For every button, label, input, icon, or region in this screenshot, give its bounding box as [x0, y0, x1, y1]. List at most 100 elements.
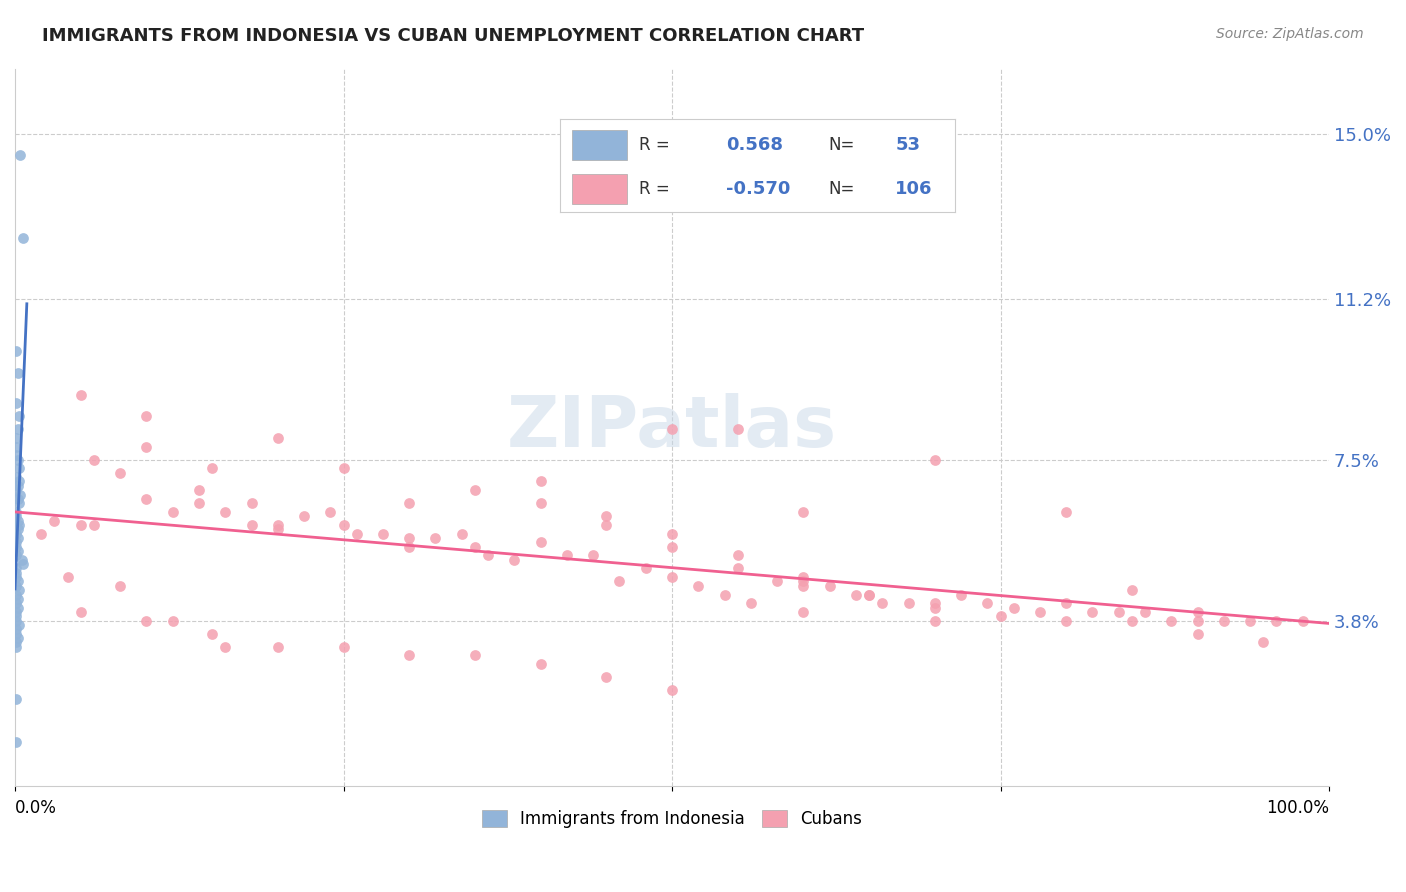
Point: [425, 531, 447, 545]
Point: [371, 526, 394, 541]
Point: [555, 549, 578, 563]
Point: [162, 505, 184, 519]
Point: [792, 505, 814, 519]
Point: [503, 553, 526, 567]
Point: [661, 540, 683, 554]
Point: [6, 431, 28, 445]
Point: [346, 526, 368, 541]
Point: [6, 609, 28, 624]
Point: [6, 635, 28, 649]
Point: [740, 596, 762, 610]
Point: [267, 518, 290, 533]
Point: [7, 531, 30, 545]
Point: [792, 605, 814, 619]
Point: [8, 487, 31, 501]
Point: [1265, 614, 1288, 628]
Point: [6, 540, 28, 554]
Point: [83, 518, 105, 533]
Point: [44, 514, 66, 528]
Point: [69, 518, 91, 533]
Point: [7, 409, 30, 424]
Point: [6, 596, 28, 610]
Point: [6, 640, 28, 654]
Point: [6, 505, 28, 519]
Point: [1054, 614, 1077, 628]
Point: [7, 631, 30, 645]
Point: [6, 483, 28, 498]
Point: [7, 475, 30, 489]
Point: [267, 522, 290, 536]
Point: [1108, 605, 1130, 619]
Point: [7, 452, 30, 467]
Point: [870, 596, 893, 610]
Point: [267, 640, 290, 654]
Point: [1081, 605, 1104, 619]
Point: [1239, 614, 1261, 628]
Point: [135, 614, 157, 628]
Text: 100.0%: 100.0%: [1265, 798, 1329, 817]
Point: [1121, 583, 1143, 598]
Point: [69, 387, 91, 401]
Point: [6, 570, 28, 584]
Point: [6, 549, 28, 563]
Point: [8, 148, 31, 162]
Point: [214, 505, 236, 519]
Point: [398, 648, 420, 663]
Point: [1253, 635, 1275, 649]
Point: [818, 579, 841, 593]
Point: [6, 396, 28, 410]
Point: [6, 605, 28, 619]
Point: [7, 574, 30, 589]
Point: [609, 574, 631, 589]
Point: [108, 579, 131, 593]
Point: [6, 735, 28, 749]
Text: ZIPatlas: ZIPatlas: [508, 392, 837, 462]
Point: [7, 544, 30, 558]
Point: [688, 579, 710, 593]
Point: [582, 549, 605, 563]
Point: [766, 574, 789, 589]
Point: [319, 505, 342, 519]
Point: [1029, 605, 1052, 619]
Point: [529, 535, 551, 549]
Point: [477, 549, 499, 563]
Point: [450, 526, 472, 541]
Point: [792, 579, 814, 593]
Point: [11, 557, 34, 571]
Point: [464, 483, 486, 498]
Point: [135, 491, 157, 506]
Point: [83, 452, 105, 467]
Point: [6, 626, 28, 640]
Point: [7, 514, 30, 528]
Point: [661, 683, 683, 698]
Point: [6, 579, 28, 593]
Text: Source: ZipAtlas.com: Source: ZipAtlas.com: [1216, 27, 1364, 41]
Point: [292, 509, 315, 524]
Point: [634, 561, 657, 575]
Point: [792, 574, 814, 589]
Point: [950, 587, 973, 601]
Point: [6, 535, 28, 549]
Point: [661, 570, 683, 584]
Point: [727, 549, 749, 563]
Point: [1187, 626, 1209, 640]
Point: [1212, 614, 1234, 628]
Point: [332, 461, 354, 475]
Point: [6, 344, 28, 359]
Point: [240, 518, 263, 533]
Point: [924, 596, 946, 610]
Point: [595, 518, 617, 533]
Point: [661, 422, 683, 436]
Point: [464, 540, 486, 554]
Point: [924, 600, 946, 615]
Point: [188, 496, 211, 510]
Point: [398, 540, 420, 554]
Point: [595, 509, 617, 524]
Point: [398, 531, 420, 545]
Point: [7, 479, 30, 493]
Point: [69, 605, 91, 619]
Point: [6, 561, 28, 575]
Point: [595, 670, 617, 684]
Point: [858, 587, 880, 601]
Point: [976, 596, 998, 610]
